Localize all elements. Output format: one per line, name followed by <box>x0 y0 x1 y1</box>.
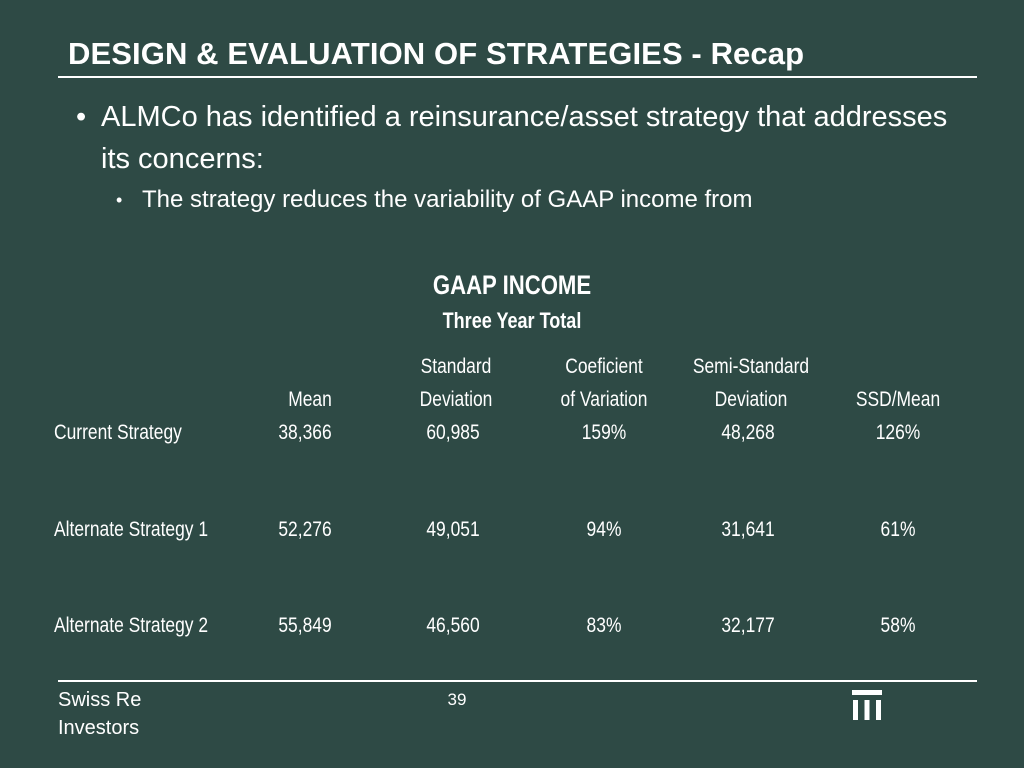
row-label: Current Strategy <box>54 421 182 444</box>
table-cell: 48,268 <box>721 421 775 444</box>
brand-line-1: Swiss Re <box>58 689 142 711</box>
footer-brand: Swiss Re Investors <box>58 686 141 742</box>
table-cell: 49,051 <box>426 518 480 541</box>
table-cell: 159% <box>581 421 627 444</box>
table-cell: 58% <box>880 614 916 637</box>
bullet-level-2: • The strategy reduces the variability o… <box>116 184 976 216</box>
table-cell: 83% <box>586 614 622 637</box>
column-header-std-line2: Deviation <box>419 388 493 411</box>
title-divider <box>58 76 977 78</box>
table-cell: 61% <box>880 518 916 541</box>
column-header-mean: Mean <box>288 388 332 411</box>
table-cell: 52,276 <box>278 518 332 541</box>
column-header-ssd-line2: Deviation <box>714 388 788 411</box>
table-title: GAAP INCOME <box>432 270 592 300</box>
column-header-cv-line1: Coeficient <box>565 355 643 378</box>
bullet-text-2: The strategy reduces the variability of … <box>142 186 753 213</box>
column-header-cv-line2: of Variation <box>560 388 648 411</box>
table-cell: 60,985 <box>426 421 480 444</box>
table-cell: 94% <box>586 518 622 541</box>
brand-line-2: Investors <box>58 717 140 739</box>
column-header-ssd-line1: Semi-Standard <box>692 355 810 378</box>
column-header-ssd-mean: SSD/Mean <box>855 388 941 411</box>
slide-title: DESIGN & EVALUATION OF STRATEGIES - Reca… <box>68 36 805 71</box>
table-cell: 126% <box>875 421 921 444</box>
table-cell: 55,849 <box>278 614 332 637</box>
bullet-icon: • <box>116 190 123 210</box>
row-label: Alternate Strategy 1 <box>54 518 209 541</box>
bullet-text-1: ALMCo has identified a reinsurance/asset… <box>101 101 948 175</box>
footer-divider <box>58 680 977 682</box>
page-number: 39 <box>447 690 467 709</box>
table-cell: 31,641 <box>721 518 775 541</box>
table-cell: 38,366 <box>278 421 332 444</box>
bullet-level-1: • ALMCo has identified a reinsurance/ass… <box>76 96 956 180</box>
table-cell: 32,177 <box>721 614 775 637</box>
table-subtitle: Three Year Total <box>442 308 582 333</box>
column-header-std-line1: Standard <box>420 355 492 378</box>
table-cell: 46,560 <box>426 614 480 637</box>
row-label: Alternate Strategy 2 <box>54 614 209 637</box>
swiss-re-logo-icon <box>852 690 882 720</box>
bullet-icon: • <box>76 101 87 133</box>
